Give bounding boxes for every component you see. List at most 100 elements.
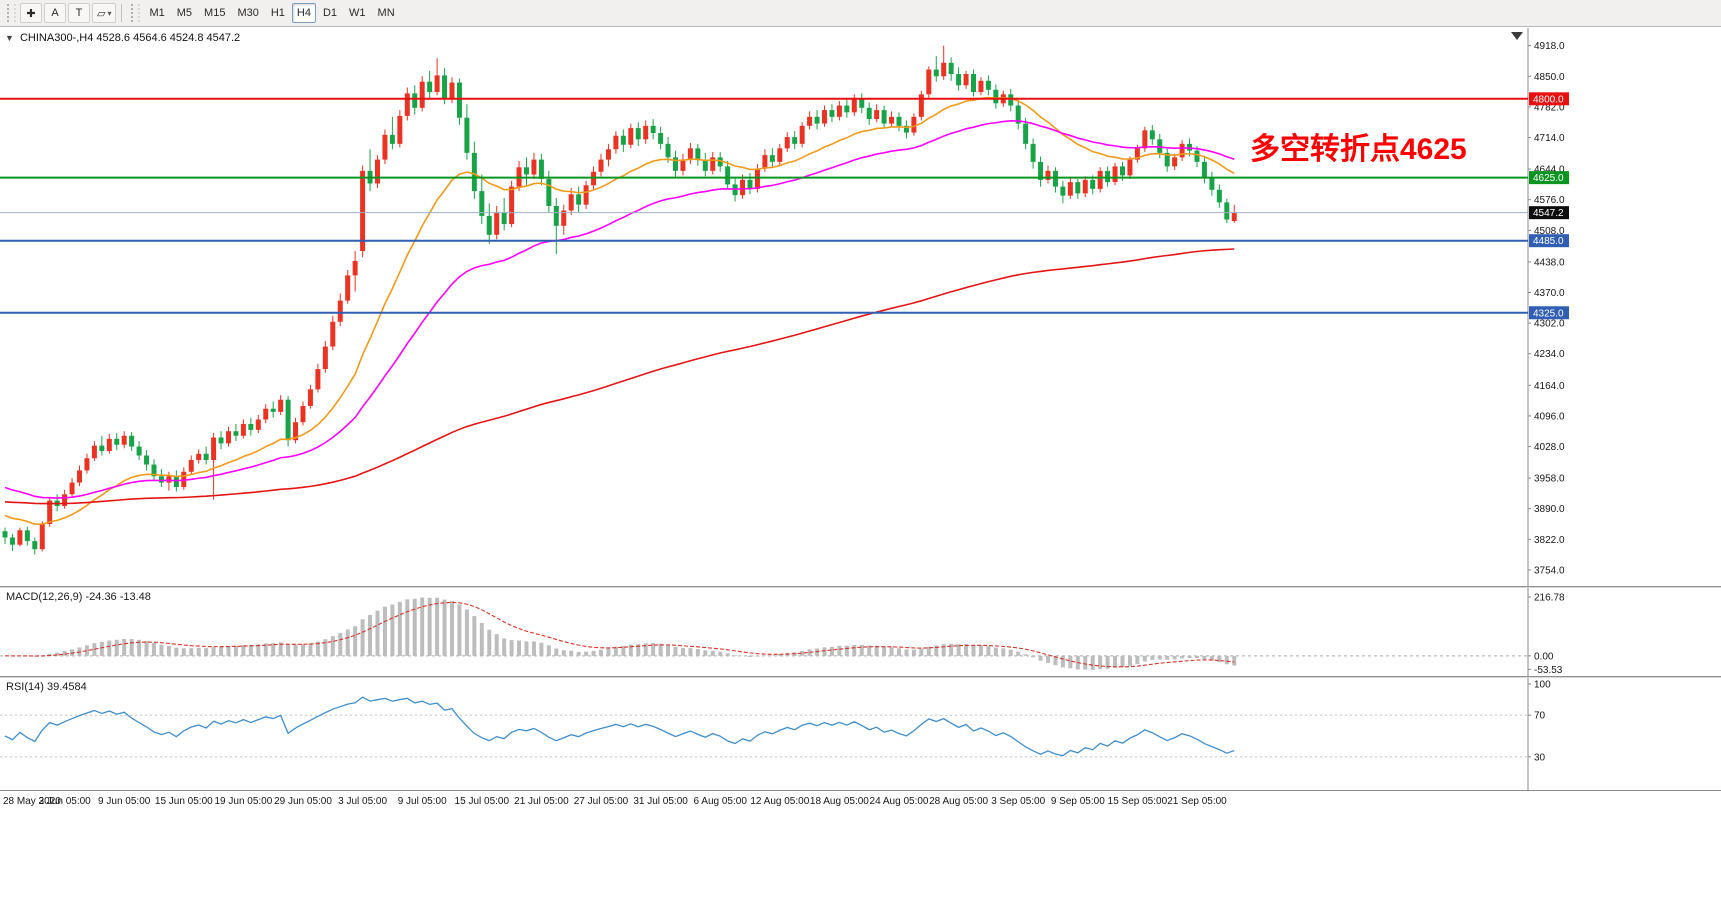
candle-body [844, 105, 850, 113]
candle-body [129, 435, 135, 447]
candle-body [419, 81, 425, 108]
timeframe-w1-button[interactable]: W1 [349, 7, 366, 19]
candle-body [345, 275, 351, 301]
candle-body [285, 399, 291, 441]
candle-body [1134, 148, 1140, 160]
candle-body [613, 135, 619, 150]
candle-body [956, 74, 962, 86]
price-tick-label: 4918.0 [1534, 41, 1565, 52]
candle-body [203, 453, 209, 461]
candle-body [1105, 170, 1111, 183]
price-badge-label: 4325.0 [1533, 308, 1564, 319]
candle-body [903, 125, 909, 133]
tool-crosshair-button[interactable]: ✚ [20, 3, 42, 23]
timeframe-m5-button[interactable]: M5 [176, 7, 193, 19]
candle-body [933, 69, 939, 77]
candle-body [1194, 150, 1200, 162]
candle-body [9, 537, 15, 545]
timeframe-h4-button[interactable]: H4 [291, 3, 316, 23]
candle-body [248, 424, 254, 430]
macd-canvas[interactable]: 216.78 0.00 -53.53 [0, 588, 1721, 676]
price-tick-label: 4164.0 [1534, 381, 1565, 392]
candle-body [1045, 170, 1051, 180]
candle-body [84, 458, 90, 471]
candle-body [1224, 202, 1230, 220]
candles [2, 45, 1237, 555]
timeframe-h1-button[interactable]: H1 [270, 7, 285, 19]
time-label: 15 Sep 05:00 [1107, 796, 1168, 807]
candle-body [307, 389, 313, 406]
candle-body [553, 206, 559, 226]
time-label: 12 Aug 05:00 [750, 796, 810, 807]
toolbar-grip[interactable] [7, 4, 16, 22]
candle-body [144, 455, 150, 465]
candle-body [1172, 157, 1178, 167]
tool-shapes-button[interactable]: ▱ ▾ [92, 3, 117, 23]
candle-body [114, 438, 120, 445]
candle-body [926, 69, 932, 95]
tool-text-label-button[interactable]: A [44, 3, 66, 23]
candle-body [1142, 130, 1148, 149]
price-tick-label: 4096.0 [1534, 411, 1565, 422]
annotation-text[interactable]: 多空转折点4625 [1250, 133, 1467, 166]
candle-body [509, 186, 515, 225]
candle-body [792, 137, 798, 144]
symbol-period-label: CHINA300-,H4 [19, 32, 94, 44]
price-tick-label: 4234.0 [1534, 349, 1565, 360]
candle-body [829, 110, 835, 117]
candle-body [1023, 123, 1029, 144]
timeframe-m15-button[interactable]: M15 [204, 7, 226, 19]
price-tick-label: 4028.0 [1534, 442, 1565, 453]
panel-divider[interactable] [0, 586, 1721, 588]
rsi-canvas[interactable]: 100 70 30 [0, 678, 1721, 790]
candle-body [628, 128, 634, 145]
candle-body [486, 215, 492, 235]
candle-body [1030, 143, 1036, 162]
rsi-label: RSI(14) 39.4584 [6, 681, 87, 693]
collapse-chart-icon[interactable]: ▼ [5, 33, 14, 43]
candle-body [17, 530, 23, 545]
dropdown-caret-icon[interactable]: ▾ [107, 8, 112, 18]
candle-body [375, 159, 380, 184]
macd-label: MACD(12,26,9) -24.36 -13.48 [6, 591, 151, 603]
candle-body [315, 369, 321, 390]
candle-body [1231, 212, 1237, 222]
chart-window: 4918.0 4850.0 4782.0 4714.0 4644.0 4576.0 4508… [0, 27, 1721, 897]
candle-body [449, 82, 455, 99]
candle-body [106, 438, 112, 452]
timeframe-m1-button[interactable]: M1 [149, 7, 165, 19]
panel-divider[interactable] [0, 676, 1721, 678]
candle-body [434, 75, 440, 93]
candle-body [442, 75, 448, 99]
main-chart-canvas[interactable]: 4918.0 4850.0 4782.0 4714.0 4644.0 4576.0 4508… [0, 28, 1721, 586]
candle-body [561, 210, 567, 226]
toolbar-grip[interactable] [131, 4, 141, 22]
candle-body [397, 115, 403, 144]
time-label: 9 Jun 05:00 [98, 796, 151, 807]
candle-body [576, 194, 582, 205]
time-label: 21 Sep 05:00 [1167, 796, 1227, 807]
candle-body [583, 185, 589, 205]
candle-body [874, 110, 880, 120]
candle-body [762, 155, 768, 169]
candle-body [822, 110, 827, 124]
tool-text-box-button[interactable]: T [68, 3, 90, 23]
candle-body [889, 116, 895, 124]
timeframe-m30-button[interactable]: M30 [237, 7, 259, 19]
candle-body [918, 94, 924, 117]
candle-body [1082, 179, 1088, 194]
candle-body [39, 524, 45, 550]
candle-body [635, 128, 641, 140]
time-axis[interactable]: 28 May 2020 3 Jun 05:00 9 Jun 05:00 15 Jun … [0, 790, 1721, 821]
time-label: 6 Aug 05:00 [693, 796, 747, 807]
candle-body [702, 160, 708, 171]
timeframe-mn-button[interactable]: MN [377, 7, 395, 19]
candle-body [1201, 161, 1207, 178]
timeframe-d1-button[interactable]: D1 [322, 7, 338, 19]
time-label: 15 Jun 05:00 [154, 796, 213, 807]
time-label: 19 Jun 05:00 [214, 796, 273, 807]
candle-body [978, 80, 984, 93]
candle-body [881, 110, 887, 124]
candle-body [1127, 159, 1133, 176]
